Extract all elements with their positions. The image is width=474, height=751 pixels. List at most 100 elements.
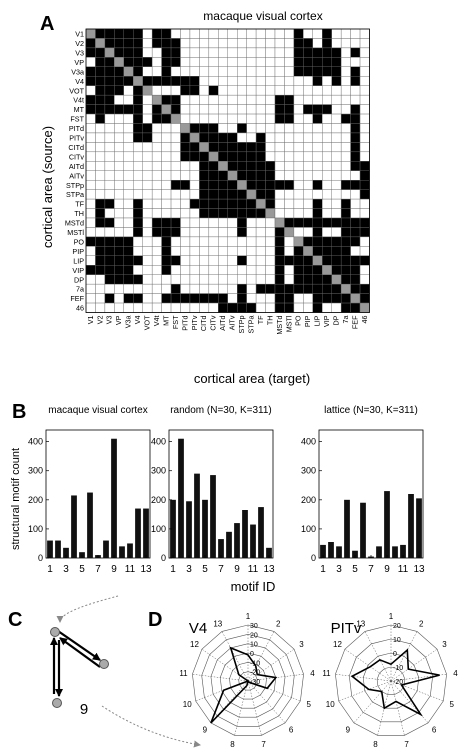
- matrix-connection-cell: [322, 236, 332, 247]
- matrix-connection-cell: [199, 123, 210, 134]
- matrix-col-label: V3a: [124, 316, 133, 329]
- matrix-cell: [133, 265, 143, 275]
- matrix-cell: [170, 66, 181, 77]
- matrix-cell: [284, 189, 295, 200]
- matrix-connection-cell: [322, 66, 332, 77]
- matrix-connection-cell: [104, 217, 115, 228]
- matrix-connection-cell: [274, 274, 285, 285]
- matrix-cell: [284, 161, 295, 171]
- matrix-cell: [180, 189, 191, 200]
- matrix-connection-cell: [104, 198, 115, 209]
- bar-motif-1: [170, 499, 176, 558]
- matrix-cell: [151, 66, 162, 77]
- matrix-row-label: V3: [75, 48, 84, 57]
- matrix-connection-cell: [199, 151, 210, 162]
- matrix-cell: [322, 179, 332, 190]
- matrix-connection-cell: [255, 189, 266, 200]
- matrix-connection-cell: [359, 293, 370, 304]
- radar-spoke-label: 6: [432, 726, 437, 735]
- matrix-connection-cell: [246, 170, 257, 181]
- matrix-cell: [170, 302, 181, 313]
- matrix-cell: [331, 208, 342, 219]
- matrix-cell: [265, 47, 276, 58]
- matrix-connection-cell: [293, 265, 304, 275]
- matrix-connection-cell: [340, 265, 351, 275]
- matrix-connection-cell: [236, 217, 247, 228]
- matrix-cell: [255, 94, 266, 105]
- matrix-cell: [340, 76, 351, 86]
- matrix-connection-cell: [218, 302, 228, 313]
- matrix-connection-cell: [85, 47, 96, 58]
- x-tick-label: 11: [248, 564, 259, 575]
- matrix-cell: [227, 293, 238, 304]
- matrix-connection-cell: [199, 132, 210, 143]
- matrix-cell: [180, 94, 191, 105]
- matrix-diagonal-cell: [199, 142, 210, 153]
- matrix-connection-cell: [312, 227, 323, 238]
- panel-label-d: D: [148, 609, 162, 631]
- x-tick-label: 9: [234, 564, 240, 575]
- matrix-connection-cell: [161, 255, 172, 266]
- matrix-cell: [331, 302, 342, 313]
- matrix-cell: [161, 132, 172, 143]
- y-tick-label: 400: [151, 437, 166, 447]
- matrix-connection-cell: [303, 283, 314, 294]
- matrix-cell: [170, 274, 181, 285]
- matrix-cell: [359, 142, 370, 153]
- matrix-cell: [199, 265, 210, 275]
- matrix-cell: [303, 123, 314, 134]
- matrix-diagonal-cell: [246, 189, 257, 200]
- matrix-cell: [123, 283, 134, 294]
- matrix-connection-cell: [303, 38, 314, 49]
- matrix-cell: [236, 66, 247, 77]
- matrix-connection-cell: [95, 28, 106, 39]
- matrix-connection-cell: [180, 85, 191, 96]
- radar-spoke: [234, 680, 249, 736]
- matrix-cell: [322, 151, 332, 162]
- matrix-cell: [161, 302, 172, 313]
- matrix-cell: [350, 189, 361, 200]
- matrix-cell: [265, 104, 276, 115]
- matrix-connection-cell: [236, 142, 247, 153]
- matrix-cell: [340, 94, 351, 105]
- matrix-cell: [151, 123, 162, 134]
- matrix-connection-cell: [359, 255, 370, 266]
- matrix-connection-cell: [208, 161, 219, 171]
- matrix-connection-cell: [359, 227, 370, 238]
- matrix-diagonal-cell: [114, 57, 124, 67]
- matrix-cell: [227, 236, 238, 247]
- matrix-connection-cell: [322, 293, 332, 304]
- matrix-connection-cell: [123, 246, 134, 257]
- y-tick-label: 200: [151, 495, 166, 505]
- matrix-cell: [312, 189, 323, 200]
- matrix-cell: [85, 142, 96, 153]
- matrix-cell: [218, 123, 228, 134]
- matrix-connection-cell: [293, 28, 304, 39]
- matrix-col-label: LIP: [313, 315, 322, 326]
- matrix-cell: [123, 302, 134, 313]
- matrix-cell: [227, 274, 238, 285]
- matrix-connection-cell: [199, 179, 210, 190]
- matrix-diagonal-cell: [123, 66, 134, 77]
- radar-spoke: [338, 680, 392, 702]
- matrix-connection-cell: [104, 66, 115, 77]
- radar-spoke: [247, 680, 262, 736]
- matrix-cell: [133, 189, 143, 200]
- matrix-col-label: PIP: [303, 315, 312, 327]
- matrix-cell: [236, 94, 247, 105]
- matrix-cell: [123, 132, 134, 143]
- motif-edge-top-to-right: [57, 630, 101, 661]
- matrix-connection-cell: [340, 255, 351, 266]
- radar-profile-line: [350, 648, 440, 717]
- matrix-cell: [255, 217, 266, 228]
- matrix-connection-cell: [312, 198, 323, 209]
- matrix-cell: [322, 142, 332, 153]
- matrix-col-labels: V1 V2 V3 VP V3a V4 VOT V4t MT FST PITd PITv CITd CITv…: [86, 315, 369, 335]
- matrix-connection-cell: [133, 217, 143, 228]
- matrix-cell: [246, 28, 257, 39]
- matrix-cell: [218, 227, 228, 238]
- matrix-connection-cell: [142, 76, 153, 86]
- radar-spoke-label: 11: [179, 669, 188, 678]
- matrix-connection-cell: [142, 123, 153, 134]
